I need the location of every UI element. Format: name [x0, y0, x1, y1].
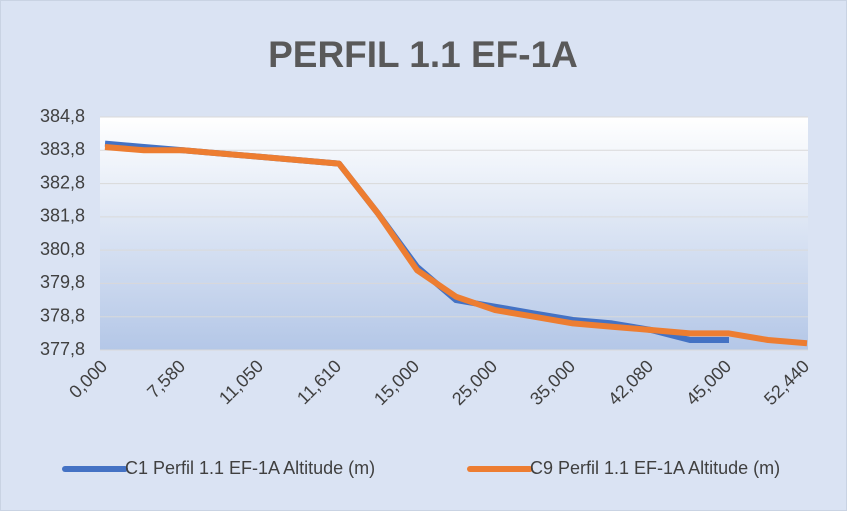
y-tick-label: 380,8: [40, 239, 85, 259]
y-tick-label: 379,8: [40, 272, 85, 292]
chart-title: PERFIL 1.1 EF-1A: [268, 34, 578, 75]
y-tick-label: 382,8: [40, 172, 85, 192]
y-tick-label: 381,8: [40, 206, 85, 226]
y-tick-label: 384,8: [40, 106, 85, 126]
legend-label: C1 Perfil 1.1 EF-1A Altitude (m): [125, 458, 375, 478]
legend-label: C9 Perfil 1.1 EF-1A Altitude (m): [530, 458, 780, 478]
series-line: [104, 144, 808, 347]
y-tick-label: 383,8: [40, 139, 85, 159]
y-tick-label: 378,8: [40, 305, 85, 325]
y-tick-label: 377,8: [40, 339, 85, 359]
